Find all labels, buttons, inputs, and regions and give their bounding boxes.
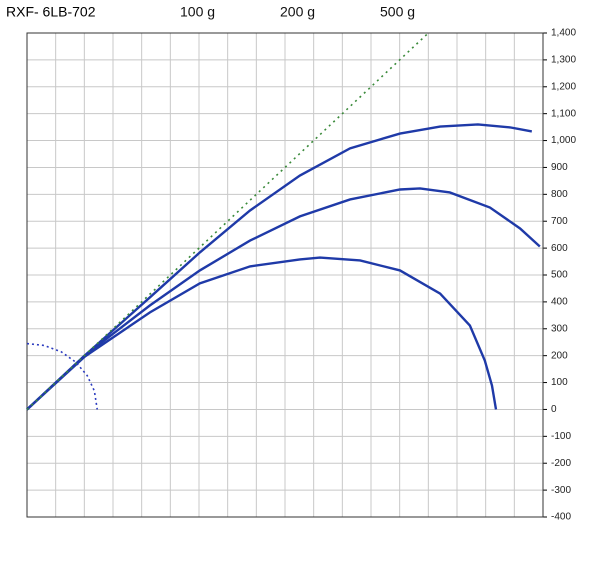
y-tick-label: 600 bbox=[551, 243, 568, 254]
y-tick-label: -300 bbox=[551, 485, 571, 496]
series-line bbox=[26, 123, 533, 411]
series-line bbox=[26, 256, 498, 411]
y-tick-label: 900 bbox=[551, 162, 568, 173]
legend-label: 200 g bbox=[280, 4, 315, 20]
y-tick-label: -200 bbox=[551, 458, 571, 469]
y-tick-label: 1,100 bbox=[551, 108, 576, 119]
chart-title: RXF- 6LB-702 bbox=[6, 4, 96, 20]
y-tick-label: -400 bbox=[551, 512, 571, 523]
series-line bbox=[26, 32, 429, 411]
y-tick-label: 800 bbox=[551, 189, 568, 200]
legend-label: 100 g bbox=[180, 4, 215, 20]
legend-label: 500 g bbox=[380, 4, 415, 20]
y-tick-label: 400 bbox=[551, 297, 568, 308]
y-tick-label: -100 bbox=[551, 431, 571, 442]
series-line bbox=[26, 187, 541, 411]
y-tick-label: 700 bbox=[551, 216, 568, 227]
y-tick-label: 1,400 bbox=[551, 28, 576, 39]
y-tick-label: 300 bbox=[551, 323, 568, 334]
y-tick-label: 0 bbox=[551, 404, 557, 415]
y-tick-label: 500 bbox=[551, 270, 568, 281]
y-tick-label: 200 bbox=[551, 350, 568, 361]
y-tick-label: 1,000 bbox=[551, 135, 576, 146]
plot-frame bbox=[26, 32, 544, 518]
y-tick-label: 1,200 bbox=[551, 81, 576, 92]
y-tick-label: 100 bbox=[551, 377, 568, 388]
y-tick-label: 1,300 bbox=[551, 55, 576, 66]
